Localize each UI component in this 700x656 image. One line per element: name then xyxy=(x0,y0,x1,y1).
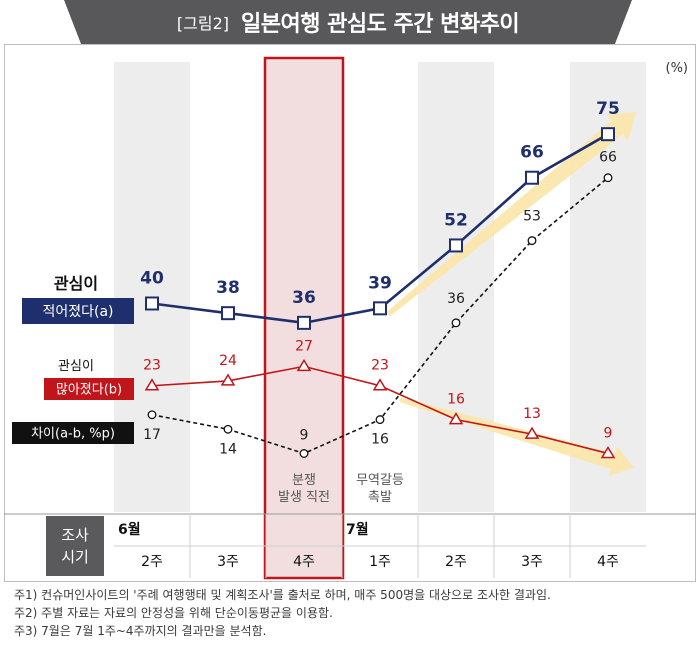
data-label: 38 xyxy=(216,278,240,298)
data-label: 24 xyxy=(219,353,237,369)
marker-triangle xyxy=(372,378,388,391)
data-label: 52 xyxy=(444,210,468,230)
data-label: 23 xyxy=(371,358,389,374)
marker-triangle xyxy=(448,412,464,425)
marker-square xyxy=(601,127,615,142)
data-label: 14 xyxy=(219,441,237,457)
data-label: 9 xyxy=(300,427,309,443)
data-label: 36 xyxy=(292,288,316,308)
title-bar: [그림2] 일본여행 관심도 주간 변화추이 xyxy=(64,0,632,44)
x-tick-label: 4주 xyxy=(597,554,619,570)
x-tick-label: 4주 xyxy=(293,554,315,570)
marker-square xyxy=(297,315,311,330)
marker-triangle xyxy=(600,446,616,459)
data-label: 23 xyxy=(143,358,161,374)
data-label: 17 xyxy=(143,427,161,443)
marker-square xyxy=(373,301,387,316)
footnote-2: 주2) 주별 자료는 자료의 안정성을 위해 단순이동평균을 이용함. xyxy=(14,606,333,620)
marker-circle xyxy=(451,318,461,328)
unit-label: (%) xyxy=(666,61,689,76)
series-label-box-text: 차이(a-b, %p) xyxy=(31,427,115,442)
period-header-text: 시기 xyxy=(61,548,89,566)
marker-square xyxy=(145,296,159,311)
footnote-3: 주3) 7월은 7월 1주~4주까지의 결과만을 분석함. xyxy=(14,624,267,638)
data-label: 16 xyxy=(371,432,389,448)
marker-triangle xyxy=(144,378,160,391)
footnotes: 주1) 컨슈머인사이트의 '주례 여행행태 및 계획조사'를 출처로 하며, 매… xyxy=(14,586,698,640)
trend-arrow-up xyxy=(386,112,636,317)
x-tick-label: 3주 xyxy=(217,554,239,570)
data-label: 9 xyxy=(604,425,613,441)
figure-tag: [그림2] xyxy=(176,14,229,33)
event-annotation: 촉발 xyxy=(368,490,392,505)
footnote-1: 주1) 컨슈머인사이트의 '주례 여행행태 및 계획조사'를 출처로 하며, 매… xyxy=(14,588,551,602)
series-label-line: 관심이 xyxy=(54,274,98,293)
marker-circle xyxy=(147,410,157,420)
series-label-box-text: 많아졌다(b) xyxy=(56,383,122,398)
marker-square xyxy=(525,170,539,185)
marker-circle xyxy=(299,449,309,458)
data-label: 40 xyxy=(140,269,164,289)
marker-circle xyxy=(603,173,613,183)
period-header-box xyxy=(46,516,104,576)
marker-circle xyxy=(223,424,233,434)
series-label-line: 관심이 xyxy=(58,359,94,374)
data-label: 36 xyxy=(447,291,465,307)
marker-triangle xyxy=(296,358,312,372)
data-label: 66 xyxy=(599,150,617,166)
x-tick-label: 1주 xyxy=(369,554,391,570)
x-tick-label: 3주 xyxy=(521,554,543,570)
data-label: 27 xyxy=(295,338,313,354)
marker-circle xyxy=(527,236,537,246)
series-label-box xyxy=(12,422,134,444)
x-tick-label: 2주 xyxy=(141,554,163,570)
month-label: 6월 xyxy=(118,521,141,538)
marker-square xyxy=(221,306,235,321)
event-annotation: 무역갈등 xyxy=(356,473,404,488)
marker-circle xyxy=(375,415,385,425)
chart-frame xyxy=(4,44,696,582)
marker-square xyxy=(449,238,463,253)
data-label: 16 xyxy=(447,392,465,408)
shaded-column xyxy=(418,62,494,512)
series-label-box xyxy=(44,378,134,400)
line-chart: (%) 40 38 36 39 52 66 75 23 24 27 23 16 13 9 17 14 9 16 36 5… xyxy=(4,56,696,580)
data-label: 39 xyxy=(368,273,392,293)
period-header-text: 조사 xyxy=(61,526,89,544)
event-annotation: 분쟁 xyxy=(292,473,316,488)
marker-triangle xyxy=(220,373,236,386)
chart-title: 일본여행 관심도 주간 변화추이 xyxy=(241,12,520,37)
event-annotation: 발생 직전 xyxy=(278,490,330,505)
marker-triangle xyxy=(524,426,540,439)
data-label: 53 xyxy=(523,209,541,225)
series-label-box xyxy=(22,298,134,324)
month-label: 7월 xyxy=(346,521,369,538)
x-tick-label: 2주 xyxy=(445,554,467,570)
data-label: 75 xyxy=(596,99,620,119)
data-label: 13 xyxy=(523,406,541,422)
data-label: 66 xyxy=(520,143,544,163)
series-label-box-text: 적어졌다(a) xyxy=(42,304,113,320)
